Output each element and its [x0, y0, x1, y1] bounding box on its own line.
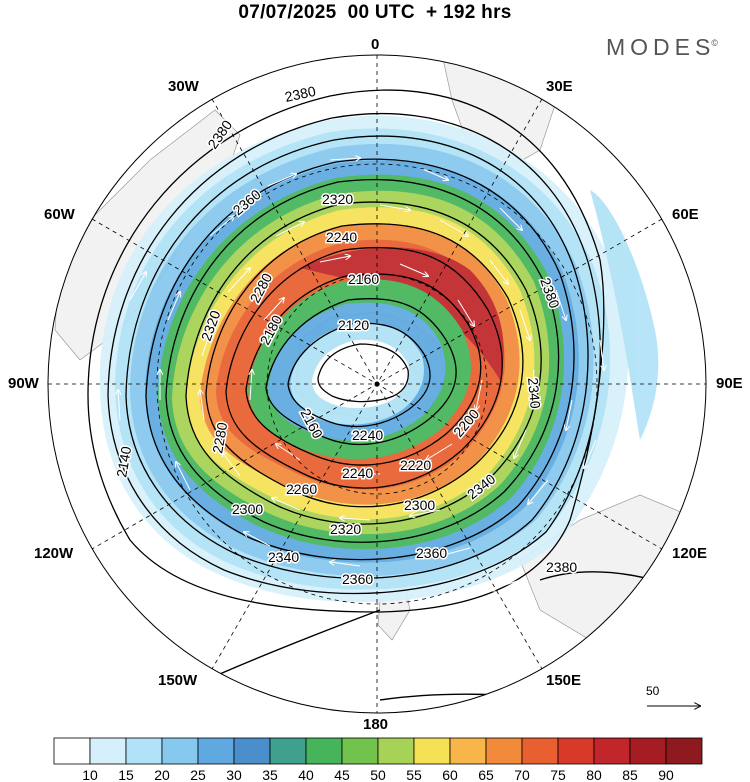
colorbar-tick-label: 75: [550, 767, 566, 782]
longitude-label-0: 0: [371, 36, 380, 53]
longitude-label-30w: 30W: [168, 78, 199, 95]
colorbar-swatch: [521, 737, 559, 765]
colorbar-tick-label: 45: [334, 767, 350, 782]
longitude-label-150w: 150W: [158, 672, 198, 689]
contour-label: 2380: [546, 559, 577, 575]
colorbar-tick-label: 90: [658, 767, 674, 782]
colorbar-tick-label: 70: [514, 767, 530, 782]
contour-label: 2240: [326, 229, 357, 245]
longitude-label-120e: 120E: [672, 545, 708, 562]
colorbar-swatch: [449, 737, 487, 765]
colorbar-swatch: [377, 737, 415, 765]
contour-label: 2240: [352, 427, 383, 443]
colorbar-swatch: [305, 737, 343, 765]
longitude-label-150e: 150E: [546, 672, 582, 689]
map-frame: [47, 54, 707, 714]
contour-label: 2340: [268, 549, 299, 565]
colorbar-swatch: [233, 737, 271, 765]
reference-vector-label: 50: [646, 684, 660, 698]
colorbar-tick-label: 80: [586, 767, 602, 782]
longitude-label-60w: 60W: [44, 206, 75, 223]
longitude-label-180: 180: [363, 716, 389, 733]
colorbar-tick-label: 15: [118, 767, 134, 782]
map-title: 07/07/2025 00 UTC + 192 hrs: [238, 2, 512, 23]
longitude-label-30e: 30E: [546, 78, 573, 95]
colorbar-tick-label: 25: [190, 767, 206, 782]
colorbar-swatch: [89, 737, 127, 765]
copyright-mark: ©: [711, 38, 718, 49]
colorbar-swatch: [629, 737, 667, 765]
colorbar-tick-label: 85: [622, 767, 638, 782]
colorbar-tick-label: 60: [442, 767, 458, 782]
contour-label: 2360: [416, 545, 447, 561]
colorbar-swatch: [665, 737, 703, 765]
wind-vectors: [118, 158, 604, 590]
longitude-label-60e: 60E: [672, 206, 699, 223]
colorbar-swatch: [269, 737, 307, 765]
colorbar-tick-label: 20: [154, 767, 170, 782]
colorbar-tick-label: 30: [226, 767, 242, 782]
contour-label: 2320: [322, 191, 353, 207]
colorbar-tick-label: 10: [82, 767, 98, 782]
contour-label: 2120: [338, 317, 369, 333]
colorbar-swatch: [413, 737, 451, 765]
contour-label: 2160: [348, 271, 379, 287]
contour-label: 2360: [342, 571, 373, 587]
pole-marker: [374, 381, 380, 387]
colorbar-swatch: [557, 737, 595, 765]
contour-label: 2380: [283, 83, 317, 105]
brand-logo: MODES©: [606, 34, 718, 61]
colorbar-tick-label: 55: [406, 767, 422, 782]
contour-label: 2300: [232, 501, 263, 517]
colorbar-swatch: [53, 737, 91, 765]
colorbar-swatch: [485, 737, 523, 765]
wind-speed-fill: [99, 115, 659, 603]
colorbar-tick-label: 35: [262, 767, 278, 782]
longitude-label-90w: 90W: [8, 375, 39, 392]
contour-label: 2300: [404, 497, 435, 513]
contour-label: 2340: [525, 377, 544, 410]
longitude-label-90e: 90E: [716, 375, 743, 392]
colorbar-swatch: [341, 737, 379, 765]
colorbar-swatch: [197, 737, 235, 765]
colorbar-swatch: [593, 737, 631, 765]
colorbar-tick-label: 40: [298, 767, 314, 782]
brand-name: MODES: [606, 34, 716, 60]
contour-label: 2220: [400, 457, 431, 473]
longitude-label-120w: 120W: [34, 545, 74, 562]
colorbar-tick-label: 50: [370, 767, 386, 782]
colorbar: 10 15 20 25 30 35 40 45 50 55 60 65 70 75 80 85 90: [53, 737, 703, 782]
colorbar-swatch: [125, 737, 163, 765]
contour-label: 2260: [286, 481, 317, 497]
contour-label: 2320: [330, 521, 361, 537]
colorbar-swatch: [161, 737, 199, 765]
colorbar-tick-label: 65: [478, 767, 494, 782]
contour-label: 2240: [342, 465, 373, 481]
